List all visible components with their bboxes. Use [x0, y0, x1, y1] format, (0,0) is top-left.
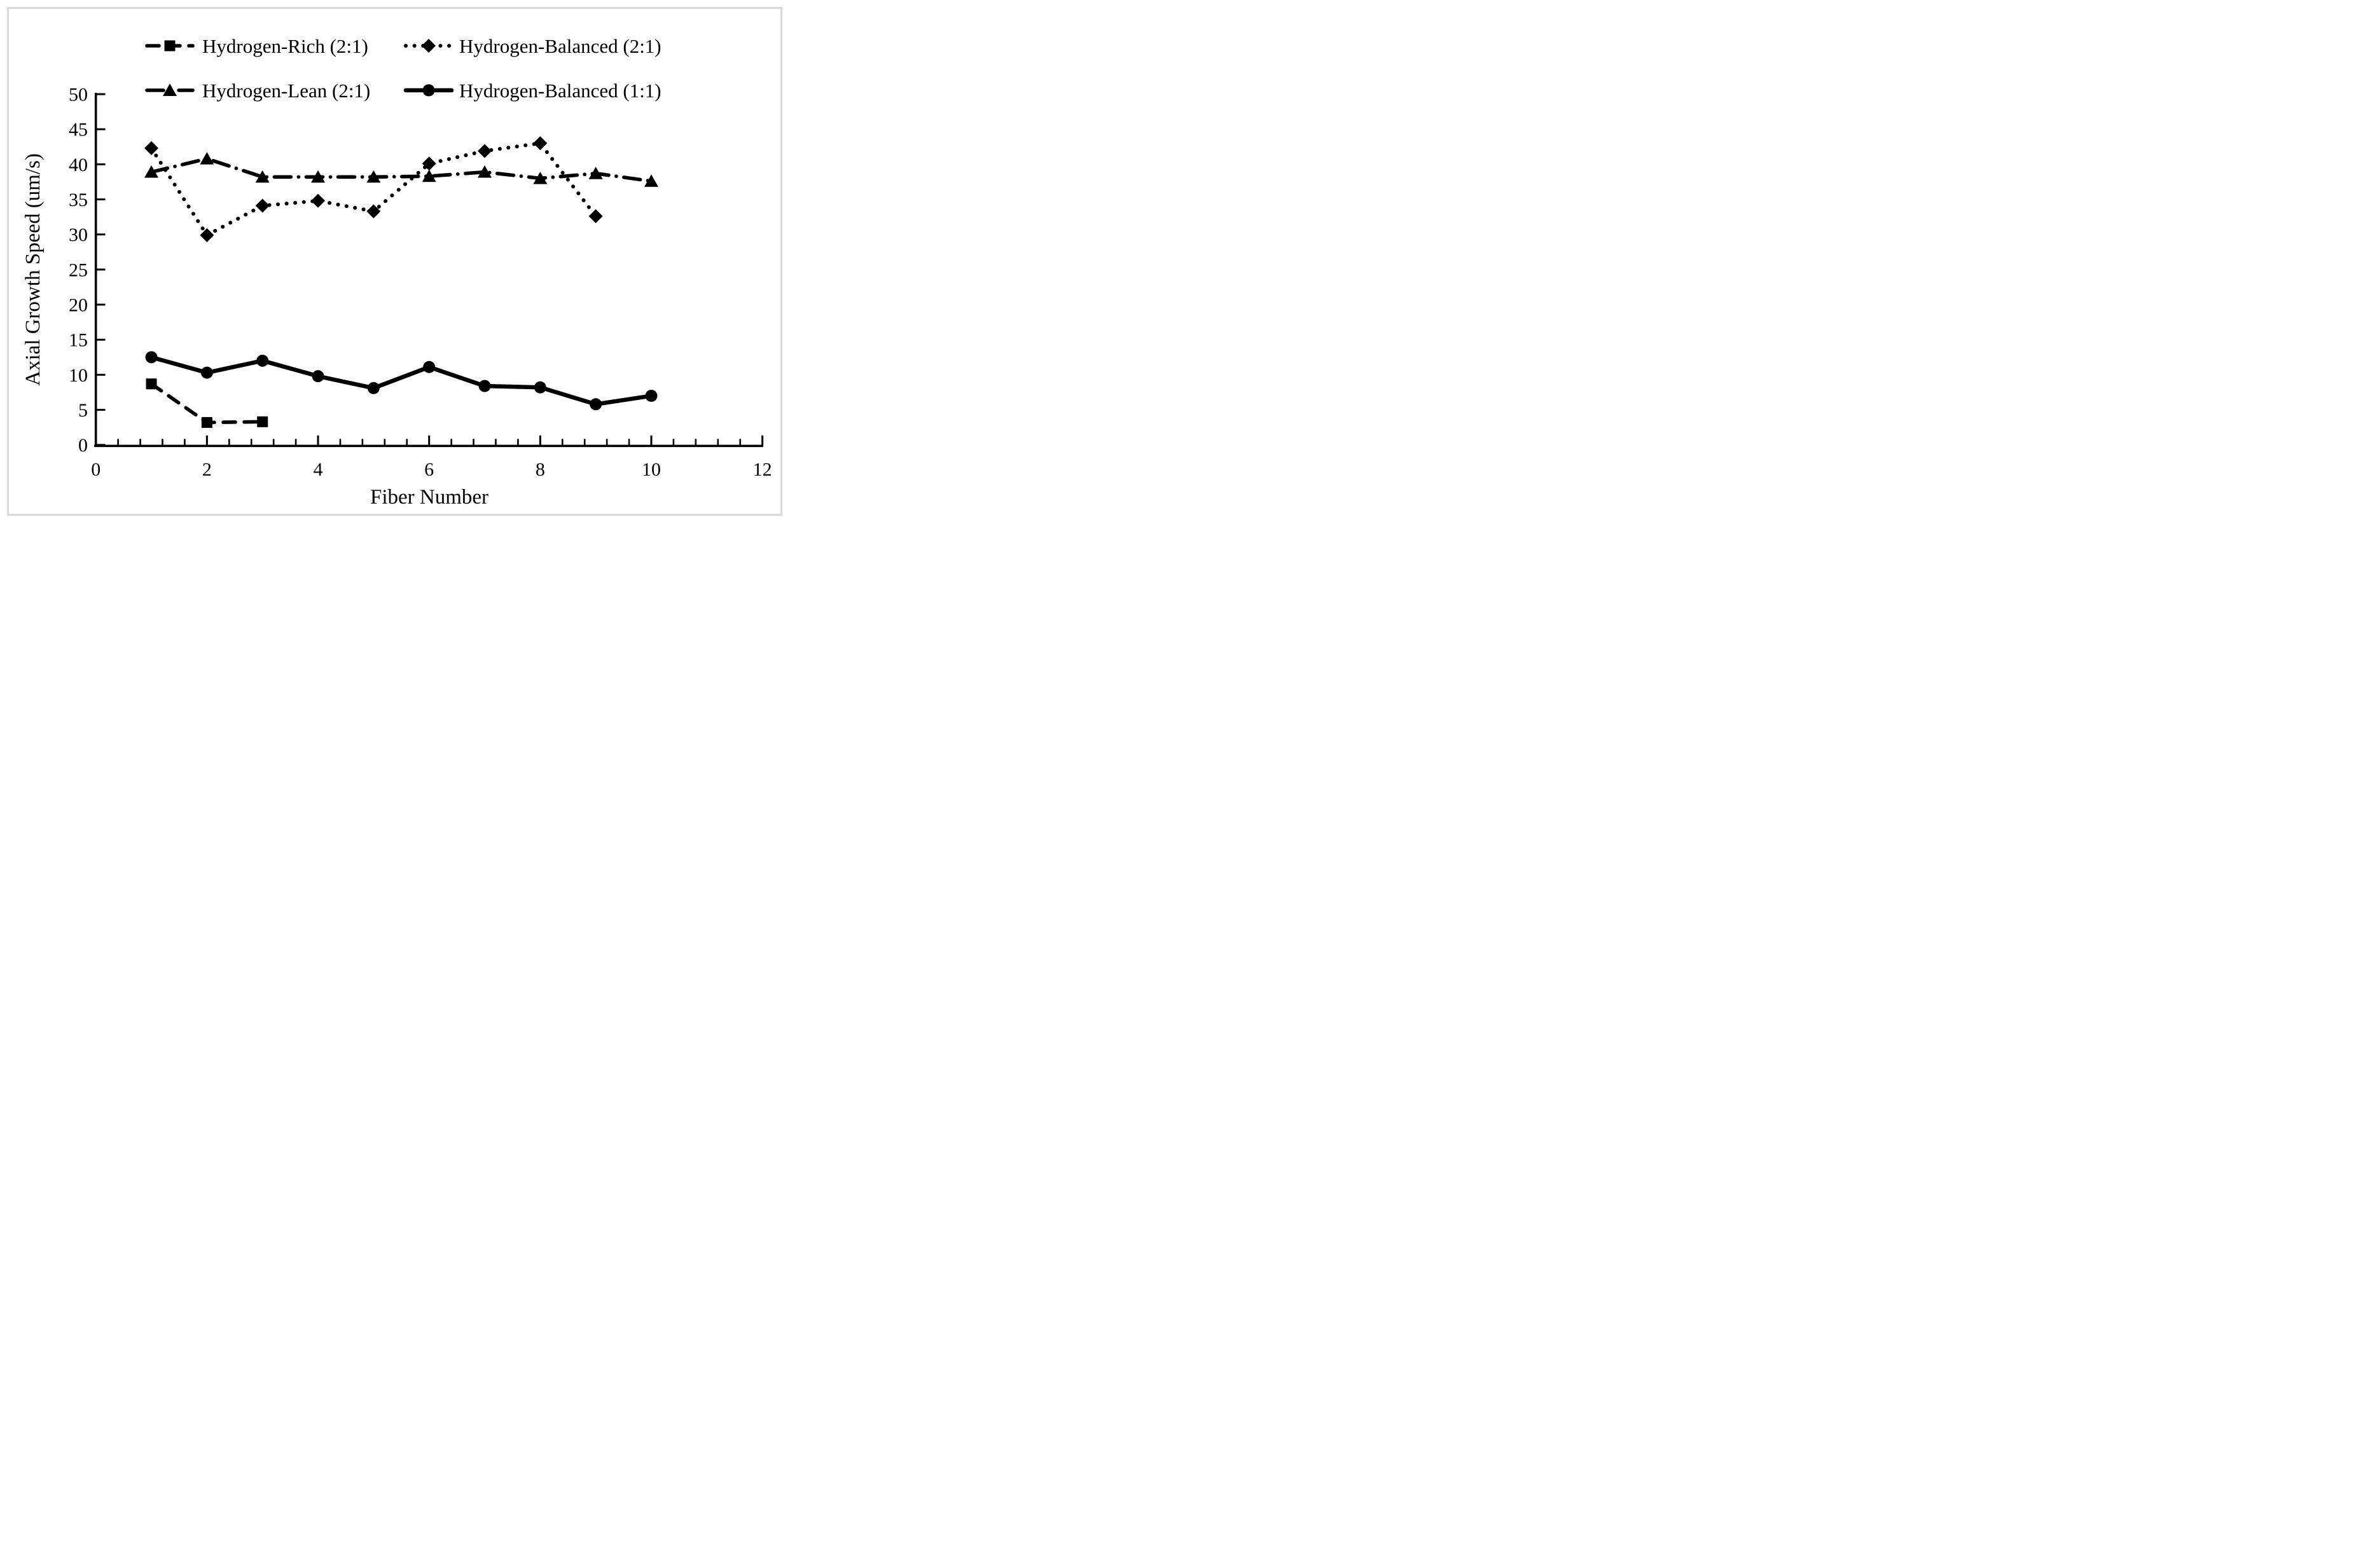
data-point-marker [144, 165, 159, 178]
data-point-marker [201, 416, 212, 428]
data-point-marker [533, 136, 548, 151]
legend-sample-marker [163, 83, 177, 96]
legend-label-hydrogen-lean-2-1: Hydrogen-Lean (2:1) [202, 79, 370, 102]
x-tick-label: 0 [91, 459, 100, 480]
data-point-marker [533, 171, 548, 184]
data-point-marker [145, 351, 158, 364]
data-point-marker [312, 370, 324, 383]
data-point-marker [200, 228, 214, 242]
data-point-marker [478, 380, 491, 392]
series-hydrogen-balanced-2-1- [144, 136, 603, 242]
data-point-marker [366, 170, 381, 183]
figure-border [7, 7, 782, 516]
x-tick-label: 6 [424, 459, 434, 480]
y-tick-label: 20 [69, 295, 88, 316]
x-tick-label: 2 [202, 459, 212, 480]
data-point-marker [144, 141, 159, 156]
y-tick-label: 45 [69, 120, 88, 141]
legend-sample-hydrogen-rich-2-1- [145, 40, 195, 52]
legend-label-hydrogen-balanced-2-1: Hydrogen-Balanced (2:1) [459, 35, 661, 57]
series-line [149, 382, 265, 425]
data-point-marker [590, 398, 602, 411]
y-tick-label: 10 [69, 365, 88, 386]
y-tick-label: 30 [69, 224, 88, 245]
data-point-marker [588, 209, 603, 224]
y-tick-label: 5 [78, 400, 88, 421]
y-tick-label: 50 [69, 85, 88, 106]
legend: Hydrogen-Rich (2:1) Hydrogen-Balanced (2… [145, 35, 661, 102]
data-point-marker [311, 193, 326, 208]
y-axis-ticks [97, 93, 106, 446]
data-point-marker [478, 144, 492, 158]
series-hydrogen-lean-2-1- [144, 152, 658, 187]
y-axis-title: Axial Growth Speed (um/s) [22, 153, 45, 386]
y-tick-label: 40 [69, 155, 88, 175]
data-point-marker [478, 165, 492, 178]
x-tick-label: 12 [753, 459, 772, 480]
series-line [149, 156, 653, 183]
data-point-marker [255, 198, 270, 213]
series-layer [144, 136, 658, 428]
data-point-marker [200, 366, 213, 379]
line-chart: 0 5 10 15 20 25 30 35 40 45 50 0 2 4 6 8 10 12 Axial Gro… [22, 35, 772, 509]
x-axis-title: Fiber Number [370, 486, 488, 509]
legend-sample-marker [422, 84, 435, 97]
data-point-marker [256, 354, 269, 367]
series-line [149, 141, 598, 238]
data-point-marker [423, 361, 436, 373]
data-point-marker [366, 204, 381, 219]
y-tick-label: 0 [78, 435, 88, 456]
legend-samples [145, 39, 454, 97]
y-tick-label: 35 [69, 189, 88, 210]
x-tick-label: 10 [642, 459, 661, 480]
data-point-marker [422, 156, 436, 171]
series-hydrogen-rich-2-1- [146, 378, 268, 428]
y-tick-label: 15 [69, 330, 88, 351]
data-point-marker [588, 167, 603, 179]
y-axis-tick-labels: 0 5 10 15 20 25 30 35 40 45 50 [69, 85, 88, 457]
y-tick-label: 25 [69, 259, 88, 280]
legend-label-hydrogen-rich-2-1: Hydrogen-Rich (2:1) [202, 35, 368, 57]
series-hydrogen-balanced-1-1- [145, 351, 658, 411]
legend-sample-hydrogen-balanced-2-1- [404, 39, 454, 53]
data-point-marker [422, 169, 436, 182]
x-tick-label: 4 [314, 459, 323, 480]
data-point-marker [645, 389, 658, 402]
legend-sample-marker [164, 40, 176, 52]
axes [94, 93, 764, 448]
legend-sample-hydrogen-lean-2-1- [145, 83, 195, 96]
x-axis-tick-labels: 0 2 4 6 8 10 12 [91, 459, 772, 480]
x-tick-label: 8 [536, 459, 545, 480]
legend-sample-marker [422, 39, 436, 53]
data-point-marker [146, 378, 157, 390]
data-point-marker [311, 170, 326, 183]
data-point-marker [255, 170, 270, 183]
data-point-marker [200, 152, 214, 165]
series-line [149, 355, 654, 407]
legend-sample-hydrogen-balanced-1-1- [403, 84, 454, 97]
legend-label-hydrogen-balanced-1-1: Hydrogen-Balanced (1:1) [459, 79, 661, 102]
data-point-marker [534, 381, 546, 394]
data-point-marker [644, 174, 658, 187]
x-axis-ticks [95, 435, 764, 445]
data-point-marker [367, 382, 380, 394]
data-point-marker [257, 416, 268, 427]
